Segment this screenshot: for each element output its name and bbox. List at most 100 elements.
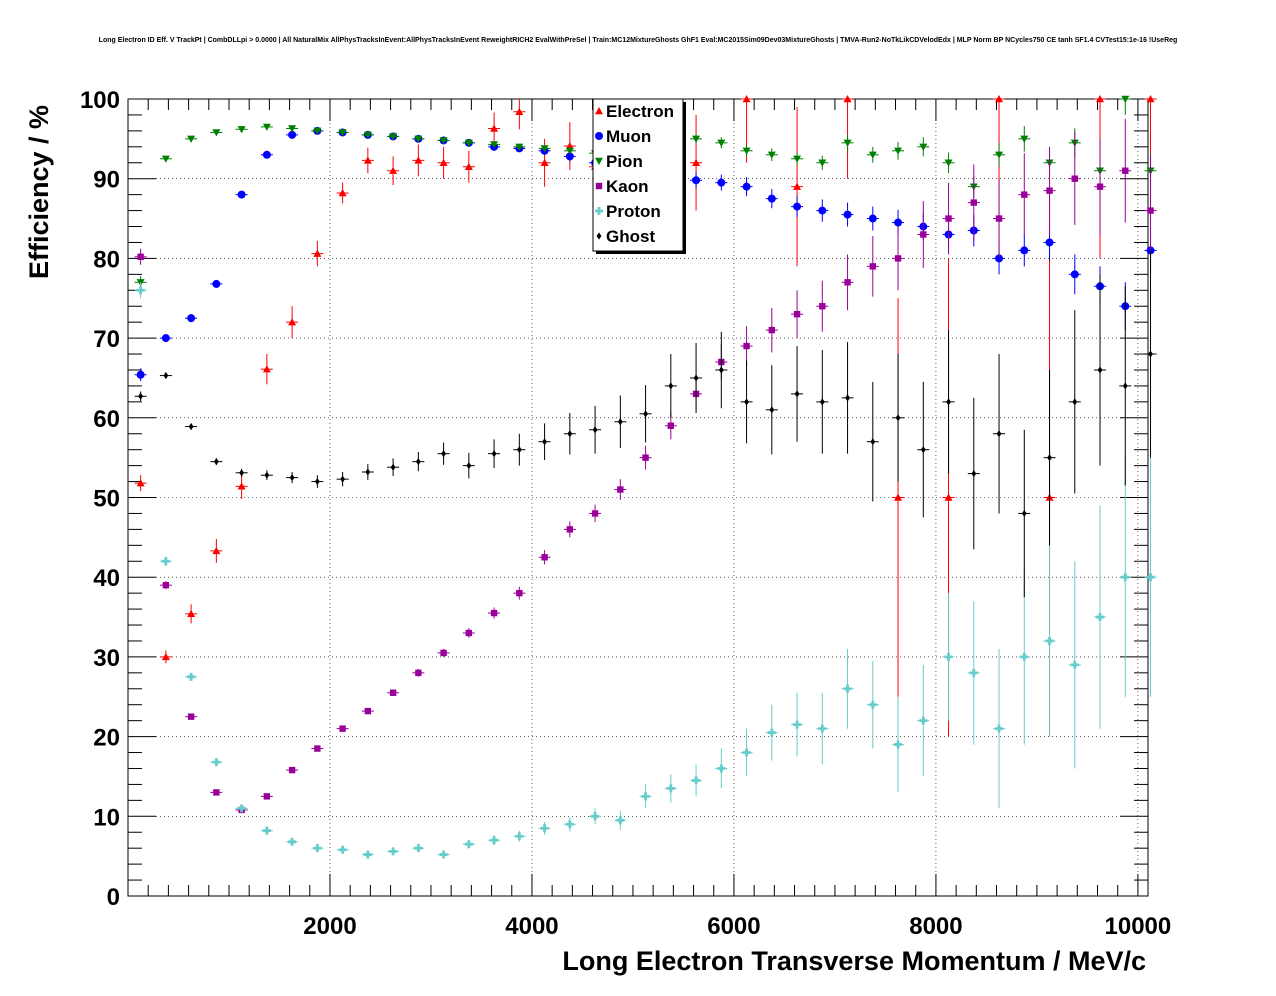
muon-point: [843, 210, 852, 219]
proton-point: [717, 764, 726, 773]
ghost-point: [1122, 382, 1128, 390]
ghost-point: [1148, 350, 1153, 358]
proton-point: [944, 652, 953, 661]
pion-point: [161, 155, 170, 163]
kaon-point: [617, 486, 624, 493]
pion-point: [212, 129, 221, 137]
kaon-point: [1021, 191, 1028, 198]
proton-point: [262, 826, 271, 835]
y-tick-label: 0: [107, 884, 120, 911]
ghost-point: [870, 438, 876, 446]
electron-point: [262, 365, 271, 373]
ghost-point: [895, 414, 901, 422]
muon-legend-label: Muon: [606, 127, 651, 146]
muon-point: [237, 190, 246, 199]
y-tick-label: 20: [93, 725, 120, 752]
kaon-point: [642, 454, 649, 461]
proton-point: [565, 820, 574, 829]
kaon-point: [793, 310, 801, 318]
pion-point: [843, 139, 852, 147]
ghost-point: [213, 458, 219, 466]
pion-point: [262, 123, 271, 131]
ghost-point: [643, 410, 648, 418]
proton-point: [818, 724, 827, 733]
ghost-point: [592, 426, 598, 434]
ghost-point: [466, 462, 472, 470]
pion-point: [793, 155, 802, 163]
ghost-point: [617, 418, 623, 426]
electron-point: [692, 158, 701, 166]
proton-point: [894, 740, 903, 749]
electron-point: [161, 652, 170, 661]
electron-point: [490, 124, 499, 132]
electron-point: [565, 142, 574, 150]
kaon-point: [339, 725, 346, 732]
muon-point: [136, 370, 145, 379]
kaon-point: [1071, 175, 1078, 182]
pion-point: [944, 159, 953, 167]
pion-point: [389, 133, 398, 141]
pion-point: [237, 126, 246, 134]
kaon-point: [1096, 183, 1104, 190]
ghost-point: [1097, 366, 1103, 374]
kaon-legend-label: Kaon: [606, 177, 649, 196]
muon-legend-marker: [595, 132, 603, 140]
muon-point: [187, 314, 196, 323]
kaon-point: [364, 707, 372, 715]
electron-point: [414, 156, 423, 164]
pion-point: [919, 143, 928, 151]
electron-legend-label: Electron: [606, 102, 674, 121]
pion-point: [439, 137, 448, 145]
kaon-point: [894, 255, 902, 262]
x-tick-label: 10000: [1105, 913, 1172, 940]
x-tick-label: 4000: [505, 913, 558, 940]
kaon-point: [213, 789, 220, 796]
kaon-point: [970, 199, 977, 206]
pion-point: [187, 135, 196, 143]
chart-title: Long Electron ID Eff. V TrackPt | CombDL…: [99, 37, 1178, 44]
kaon-point: [490, 609, 498, 617]
muon-point: [868, 214, 877, 223]
proton-point: [843, 684, 852, 693]
proton-point: [187, 672, 196, 681]
muon-point: [262, 150, 271, 159]
ghost-point: [769, 406, 775, 414]
pion-point: [868, 151, 877, 159]
pion-point: [490, 141, 499, 149]
x-tick-label: 6000: [707, 913, 760, 940]
proton-point: [666, 784, 675, 793]
pion-point: [363, 131, 372, 139]
kaon-point: [768, 326, 776, 334]
ghost-point: [264, 471, 270, 479]
pion-point: [894, 147, 903, 155]
electron-point: [843, 95, 852, 103]
kaon-point: [465, 629, 473, 637]
muon-point: [742, 182, 751, 191]
muon-point: [1070, 270, 1079, 279]
electron-point: [995, 95, 1004, 103]
ghost-point: [163, 371, 169, 380]
electron-point: [288, 318, 297, 326]
ghost-legend-marker: [596, 232, 602, 240]
y-tick-label: 50: [93, 486, 120, 513]
proton-point: [212, 758, 221, 767]
proton-point: [439, 850, 448, 859]
kaon-point: [566, 526, 574, 533]
proton-legend-label: Proton: [606, 202, 661, 221]
kaon-point: [516, 589, 523, 597]
electron-point: [1146, 95, 1155, 103]
proton-point: [692, 776, 701, 785]
y-axis-label: Efficiency / %: [24, 105, 54, 279]
pion-point: [565, 147, 574, 155]
proton-point: [414, 844, 423, 853]
kaon-point: [541, 554, 548, 561]
electron-legend-marker: [595, 107, 603, 115]
electron-point: [944, 493, 953, 501]
electron-point: [237, 482, 246, 490]
x-tick-label: 8000: [909, 913, 962, 940]
ghost-point: [390, 463, 396, 471]
ghost-point: [1072, 398, 1078, 406]
pion-point: [515, 143, 524, 151]
kaon-point: [995, 215, 1003, 222]
proton-point: [868, 700, 877, 709]
